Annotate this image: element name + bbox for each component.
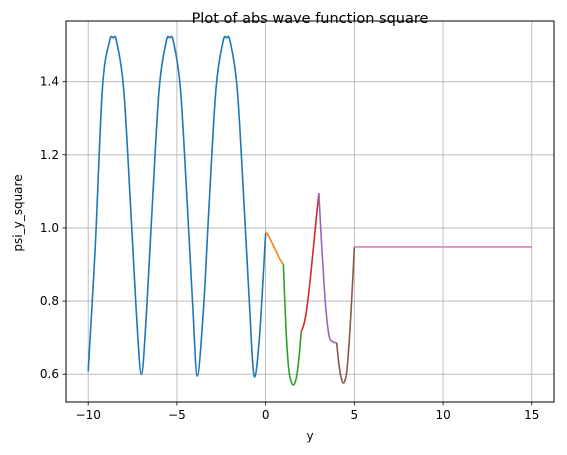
chart-title: Plot of abs wave function square xyxy=(192,11,429,27)
series-line-3 xyxy=(282,264,302,386)
y-axis-label: psi_y_square xyxy=(11,174,25,251)
series-line-5 xyxy=(318,193,337,344)
y-tick-label: 0.8 xyxy=(40,294,59,308)
y-tick-label: 0.6 xyxy=(40,367,59,381)
x-tick-label: 15 xyxy=(524,408,539,422)
x-tick-label: −5 xyxy=(168,408,186,422)
y-tick-label: 1.0 xyxy=(40,221,59,235)
x-tick-label: −10 xyxy=(76,408,101,422)
x-tick-label: 10 xyxy=(435,408,450,422)
series-line-6 xyxy=(335,246,356,384)
grid xyxy=(66,21,554,402)
ticks: −10 −5 0 5 10 15 0.6 0.8 1.0 1.2 1.4 xyxy=(40,75,540,422)
plot-frame xyxy=(65,20,555,403)
x-axis-label: y xyxy=(306,429,313,443)
y-tick-label: 1.2 xyxy=(40,148,59,162)
series-line-4 xyxy=(300,193,320,333)
series-lines xyxy=(87,35,532,386)
series-line-1 xyxy=(87,35,267,378)
y-tick-label: 1.4 xyxy=(40,75,59,89)
series-line-2 xyxy=(264,231,285,265)
x-tick-label: 5 xyxy=(351,408,359,422)
x-tick-label: 0 xyxy=(262,408,270,422)
